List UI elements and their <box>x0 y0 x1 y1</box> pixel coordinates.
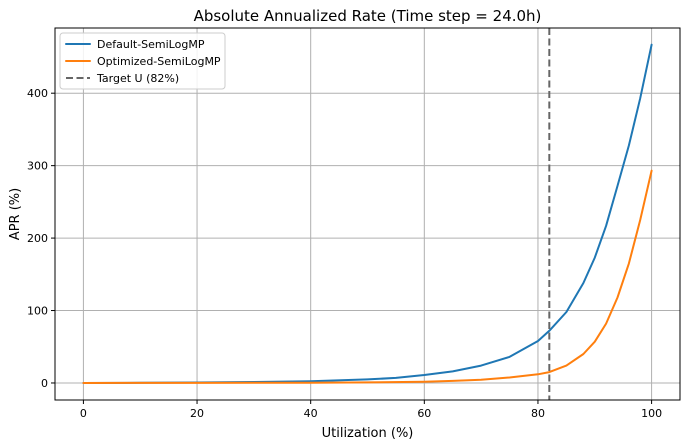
legend-box <box>59 32 226 90</box>
y-tick-label: 100 <box>27 305 48 318</box>
legend-label-optimized: Optimized-SemiLogMP <box>97 55 221 68</box>
plot-frame <box>54 27 681 401</box>
x-axis-label: Utilization (%) <box>322 426 414 441</box>
chart-title: Absolute Annualized Rate (Time step = 24… <box>194 7 542 25</box>
x-tick-label: 20 <box>190 407 204 420</box>
x-tick-label: 60 <box>417 407 431 420</box>
legend: Default-SemiLogMP Optimized-SemiLogMP Ta… <box>59 32 226 90</box>
y-axis-label: APR (%) <box>8 188 23 240</box>
legend-label-target: Target U (82%) <box>96 72 179 85</box>
y-tick-label: 200 <box>27 232 48 245</box>
legend-label-default: Default-SemiLogMP <box>97 38 205 51</box>
series-line-optimized <box>82 169 653 384</box>
series-line-default <box>82 43 653 384</box>
x-tick-label: 40 <box>304 407 318 420</box>
x-tick-label: 0 <box>80 407 87 420</box>
axis-ticks: 0 20 40 60 80 100 0 100 200 300 400 <box>27 87 662 420</box>
plot-series <box>82 28 653 400</box>
y-tick-label: 0 <box>41 377 48 390</box>
y-tick-label: 300 <box>27 160 48 173</box>
y-tick-label: 400 <box>27 87 48 100</box>
x-tick-label: 80 <box>531 407 545 420</box>
x-tick-label: 100 <box>641 407 662 420</box>
